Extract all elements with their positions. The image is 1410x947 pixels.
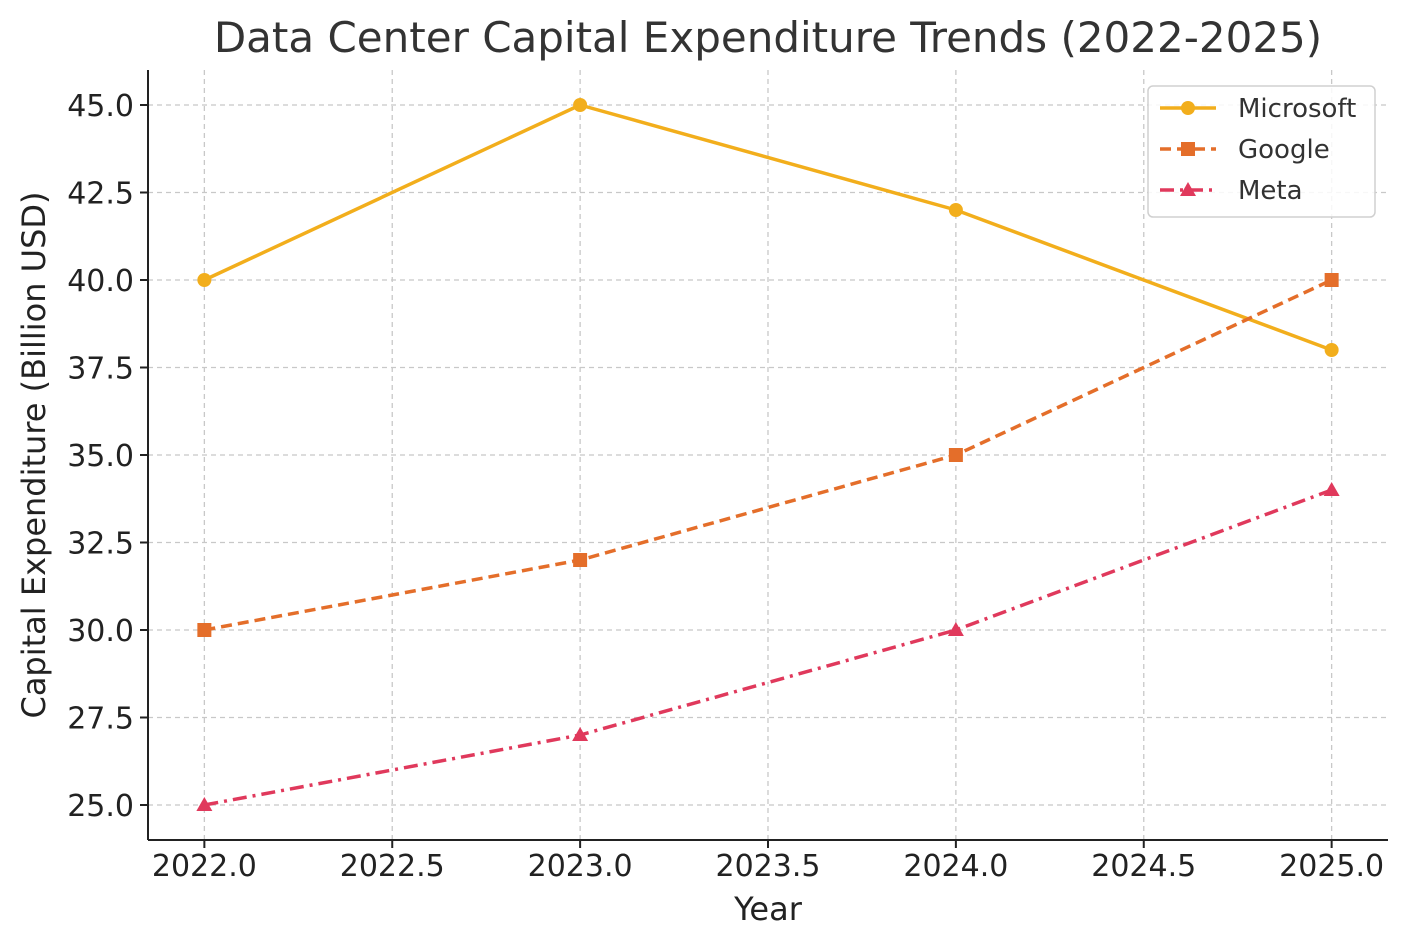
y-tick-label: 42.5	[67, 177, 134, 212]
legend: Microsoft Google Meta	[1147, 85, 1376, 218]
data-point-google	[197, 623, 212, 637]
x-tick-label: 2024.0	[903, 849, 1008, 884]
y-tick-label: 25.0	[67, 789, 134, 824]
series-google	[197, 273, 1339, 637]
legend-label-meta: Meta	[1238, 176, 1303, 206]
x-tick-label: 2022.5	[340, 849, 445, 884]
y-tick-label: 35.0	[67, 439, 134, 474]
series-microsoft	[197, 98, 1339, 357]
data-point-microsoft	[573, 98, 588, 112]
data-point-microsoft	[197, 273, 212, 287]
legend-frame	[1147, 85, 1376, 218]
x-tick-label: 2023.5	[716, 849, 821, 884]
y-tick-label: 27.5	[67, 702, 134, 737]
x-ticks: 2022.0 2022.5 2023.0 2023.5 2024.0 2024.5 2025…	[152, 840, 1384, 884]
data-point-microsoft	[1324, 343, 1339, 357]
data-point-google	[948, 448, 963, 462]
data-point-google	[573, 553, 588, 567]
y-axis-label: Capital Expenditure (Billion USD)	[15, 191, 53, 718]
series-group	[196, 98, 1340, 811]
legend-marker-microsoft	[1181, 101, 1195, 115]
x-tick-label: 2022.0	[152, 849, 257, 884]
legend-marker-meta	[1180, 182, 1196, 196]
data-point-google	[1324, 273, 1339, 287]
data-point-microsoft	[948, 203, 963, 217]
legend-item-google: Google	[1160, 135, 1330, 165]
x-tick-label: 2024.5	[1091, 849, 1196, 884]
x-axis-label: Year	[733, 890, 803, 928]
chart-title: Data Center Capital Expenditure Trends (…	[214, 13, 1322, 62]
series-line-google	[204, 278, 1333, 632]
x-tick-label: 2023.0	[528, 849, 633, 884]
series-meta	[196, 482, 1340, 811]
y-tick-label: 40.0	[67, 264, 134, 299]
data-point-meta	[196, 797, 213, 811]
y-tick-label: 45.0	[67, 89, 134, 124]
data-point-meta	[572, 727, 589, 741]
y-tick-label: 32.5	[67, 527, 134, 562]
legend-label-microsoft: Microsoft	[1238, 94, 1356, 124]
legend-item-meta: Meta	[1160, 176, 1303, 206]
series-line-microsoft	[203, 103, 1333, 352]
legend-item-microsoft: Microsoft	[1160, 94, 1356, 124]
legend-marker-google	[1181, 142, 1195, 156]
x-tick-label: 2025.0	[1279, 849, 1384, 884]
legend-label-google: Google	[1238, 135, 1330, 165]
y-ticks: 25.0 27.5 30.0 32.5 35.0 37.5 40.0 42.5 45.0	[67, 89, 148, 824]
data-point-meta	[947, 622, 964, 636]
data-point-meta	[1323, 482, 1340, 496]
y-tick-label: 37.5	[67, 352, 134, 387]
y-tick-label: 30.0	[67, 614, 134, 649]
